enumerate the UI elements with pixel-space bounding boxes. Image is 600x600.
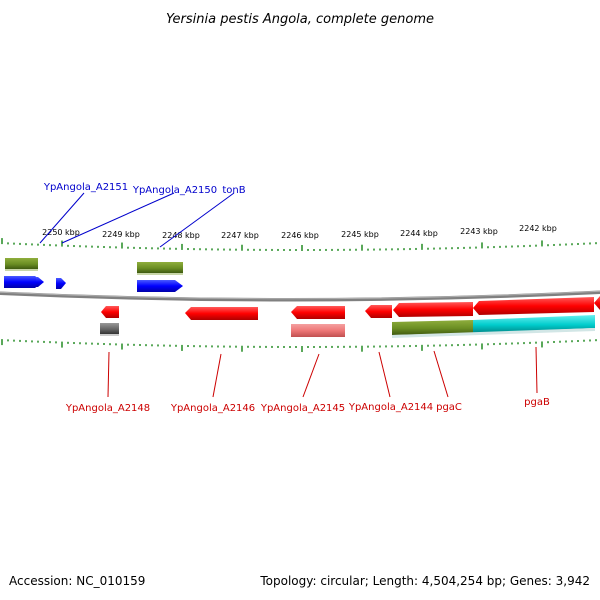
leader-ypangola-a2144 bbox=[378, 351, 391, 398]
genome-backbone bbox=[0, 290, 600, 302]
label-tonb[interactable]: tonB bbox=[222, 185, 245, 196]
reverse-gene-labels: YpAngola_A2148 YpAngola_A2146 YpAngola_A… bbox=[65, 346, 550, 414]
map-title: Yersinia pestis Angola, complete genome bbox=[166, 12, 434, 27]
leader-ypangola-a2146 bbox=[212, 353, 222, 398]
label-ypangola-a2145[interactable]: YpAngola_A2145 bbox=[260, 403, 345, 414]
feature-olive-left-shadow bbox=[5, 269, 38, 271]
gene-arrow-ypangola-a2151[interactable] bbox=[4, 276, 43, 288]
axis-label-2246: 2246 kbp bbox=[281, 231, 319, 240]
leader-ypangola-a2150 bbox=[61, 192, 175, 244]
gene-arrow-offscreen-right[interactable] bbox=[594, 296, 600, 310]
gene-arrow-ypangola-a2151-b[interactable] bbox=[36, 277, 44, 287]
label-ypangola-a2151[interactable]: YpAngola_A2151 bbox=[43, 182, 128, 193]
lower-tick-row bbox=[1, 339, 597, 352]
feature-faded-a2145[interactable] bbox=[291, 324, 345, 337]
topology-text: Topology: circular; Length: 4,504,254 bp… bbox=[259, 574, 590, 588]
feature-gray-shadow bbox=[100, 334, 119, 336]
gene-arrow-pgab[interactable] bbox=[473, 297, 594, 315]
label-ypangola-a2146[interactable]: YpAngola_A2146 bbox=[170, 403, 255, 414]
accession-text: Accession: NC_010159 bbox=[9, 574, 145, 588]
axis-label-2243: 2243 kbp bbox=[460, 227, 498, 236]
forward-gene-labels: YpAngola_A2151 YpAngola_A2150 tonB bbox=[39, 182, 246, 248]
axis-label-2249: 2249 kbp bbox=[102, 230, 140, 239]
feature-gray[interactable] bbox=[100, 323, 119, 334]
axis-label-2245: 2245 kbp bbox=[341, 230, 379, 239]
leader-ypangola-a2145 bbox=[302, 353, 320, 398]
gene-arrow-ypangola-a2150[interactable] bbox=[56, 278, 66, 289]
genome-backbone-highlight bbox=[0, 290, 600, 300]
axis-labels: 2250 kbp 2249 kbp 2248 kbp 2247 kbp 2246… bbox=[42, 224, 557, 240]
gene-arrow-ypangola-a2145[interactable] bbox=[291, 306, 345, 319]
label-ypangola-a2150[interactable]: YpAngola_A2150 bbox=[132, 185, 217, 196]
axis-label-2247: 2247 kbp bbox=[221, 231, 259, 240]
gene-arrow-pgac[interactable] bbox=[393, 302, 473, 317]
upper-tick-row bbox=[1, 238, 597, 251]
label-ypangola-a2148[interactable]: YpAngola_A2148 bbox=[65, 403, 150, 414]
label-pgab[interactable]: pgaB bbox=[524, 397, 550, 408]
label-pgac[interactable]: pgaC bbox=[436, 402, 462, 413]
axis-label-2250: 2250 kbp bbox=[42, 228, 80, 237]
feature-olive-middle-shadow bbox=[137, 273, 183, 275]
reverse-features bbox=[100, 296, 600, 338]
feature-olive-middle[interactable] bbox=[137, 262, 183, 273]
feature-lower-shadow bbox=[392, 328, 595, 338]
leader-pgac bbox=[433, 350, 449, 398]
gene-arrow-ypangola-a2144[interactable] bbox=[365, 305, 392, 318]
leader-ypangola-a2151 bbox=[39, 192, 85, 244]
axis-label-2248: 2248 kbp bbox=[162, 231, 200, 240]
feature-cyan-pgab[interactable] bbox=[473, 315, 595, 333]
axis-label-2242: 2242 kbp bbox=[519, 224, 557, 233]
feature-olive-left[interactable] bbox=[5, 258, 38, 269]
forward-features bbox=[4, 258, 183, 292]
feature-olive-pgac[interactable] bbox=[392, 320, 473, 335]
leader-tonb bbox=[159, 192, 235, 248]
axis-label-2244: 2244 kbp bbox=[400, 229, 438, 238]
gene-arrow-ypangola-a2148[interactable] bbox=[101, 306, 119, 318]
gene-arrow-tonb[interactable] bbox=[137, 280, 183, 292]
label-ypangola-a2144[interactable]: YpAngola_A2144 bbox=[348, 402, 433, 413]
leader-pgab bbox=[535, 346, 538, 394]
leader-ypangola-a2148 bbox=[107, 351, 110, 398]
gene-arrow-ypangola-a2146[interactable] bbox=[185, 307, 258, 320]
